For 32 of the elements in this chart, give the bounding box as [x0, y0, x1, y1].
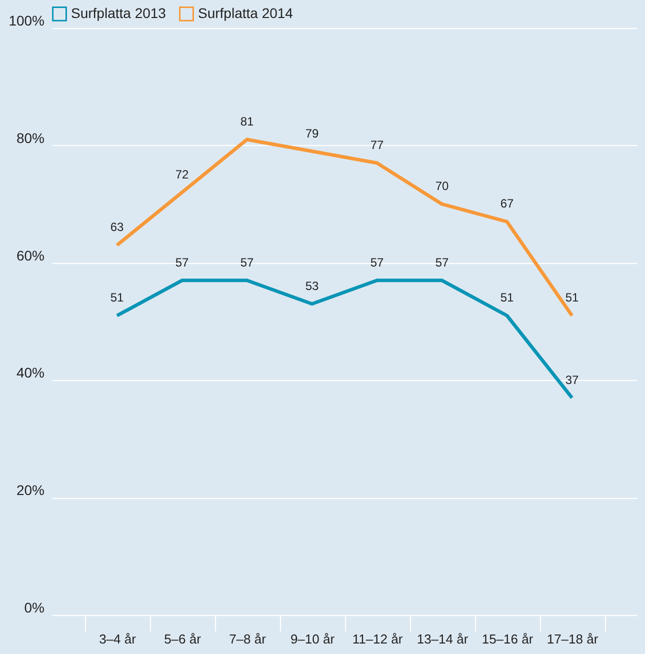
data-label: 57 — [370, 255, 384, 270]
y-tick-label: 40% — [16, 364, 44, 381]
data-label: 51 — [110, 290, 124, 305]
y-tick-label: 20% — [16, 482, 44, 498]
x-tick-label: 9–10 år — [290, 632, 336, 646]
y-tick-label: 100% — [8, 12, 44, 28]
x-tick-label: 13–14 år — [416, 632, 469, 646]
x-tick-label: 5–6 år — [164, 632, 202, 646]
x-tick-label: 11–12 år — [352, 632, 404, 646]
data-label: 79 — [305, 126, 319, 140]
data-label: 70 — [435, 179, 449, 194]
x-tick-label: 3–4 år — [99, 632, 137, 646]
data-label: 63 — [110, 220, 124, 234]
data-label: 81 — [240, 114, 254, 129]
data-label: 53 — [305, 278, 319, 293]
data-label: 37 — [565, 372, 579, 387]
data-label: 51 — [565, 290, 579, 305]
data-label: 72 — [175, 167, 189, 182]
data-label: 51 — [500, 290, 514, 305]
x-tick-label: 17–18 år — [546, 632, 599, 646]
data-label: 57 — [240, 255, 254, 270]
data-label: 67 — [500, 196, 514, 211]
legend-label: Surfplatta 2014 — [198, 4, 294, 21]
y-tick-label: 60% — [16, 247, 44, 264]
y-tick-label: 80% — [16, 130, 44, 146]
data-label: 77 — [370, 138, 384, 152]
x-tick-label: 7–8 år — [229, 632, 267, 646]
y-tick-label: 0% — [24, 600, 44, 616]
data-label: 57 — [175, 255, 189, 270]
legend-label: Surfplatta 2013 — [71, 4, 166, 21]
x-tick-label: 15–16 år — [482, 632, 534, 646]
data-label: 57 — [435, 255, 449, 270]
